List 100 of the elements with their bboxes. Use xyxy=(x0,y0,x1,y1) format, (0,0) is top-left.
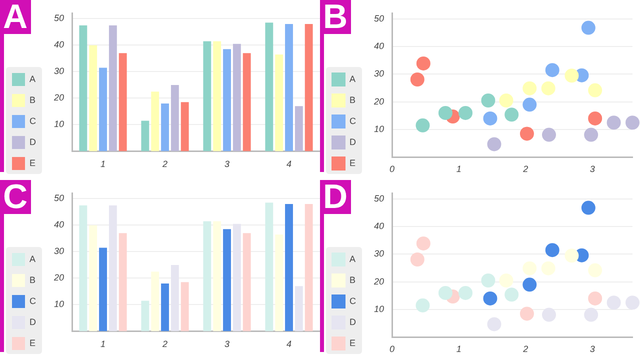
y-tick-label: 50 xyxy=(54,193,64,204)
bar xyxy=(141,300,150,332)
bar xyxy=(304,204,313,332)
bar xyxy=(170,84,179,152)
y-tick-label: 10 xyxy=(374,304,384,314)
point xyxy=(545,63,560,78)
point xyxy=(626,116,640,130)
legend-label: B xyxy=(350,94,356,105)
point xyxy=(588,291,602,306)
point xyxy=(520,126,534,141)
bar xyxy=(89,225,98,332)
bar xyxy=(223,229,231,332)
legend-label: B xyxy=(30,274,36,285)
y-tick-label: 40 xyxy=(374,221,384,232)
bar xyxy=(232,44,241,152)
y-tick-label: 40 xyxy=(374,41,384,52)
legend-label: E xyxy=(30,158,36,168)
legend-label: C xyxy=(30,296,36,306)
x-tick-label: 3 xyxy=(224,159,230,170)
point xyxy=(626,296,640,310)
y-tick-label: 20 xyxy=(372,96,384,106)
chart-title: D xyxy=(320,178,351,216)
legend-label: D xyxy=(30,136,36,147)
point xyxy=(584,308,598,322)
point xyxy=(588,263,602,278)
x-tick-label: 1 xyxy=(456,164,462,174)
legend-label: E xyxy=(350,338,356,348)
point xyxy=(542,308,556,322)
bar xyxy=(118,53,127,152)
point xyxy=(483,291,498,306)
y-tick-label: 50 xyxy=(374,13,384,24)
x-tick-label: 1 xyxy=(456,344,462,354)
point xyxy=(458,106,472,120)
bar xyxy=(151,272,160,332)
point xyxy=(483,111,498,126)
point xyxy=(545,243,560,258)
legend-label: B xyxy=(30,94,36,105)
bar xyxy=(285,204,293,332)
bar xyxy=(285,24,293,152)
point xyxy=(416,298,430,312)
bar xyxy=(161,284,169,332)
point xyxy=(588,111,602,126)
legend-label: C xyxy=(350,296,356,306)
y-tick-label: 40 xyxy=(54,220,64,230)
point xyxy=(588,83,602,98)
legend-label: D xyxy=(30,316,36,327)
point xyxy=(520,306,534,321)
x-tick-label: 1 xyxy=(100,339,106,350)
bar xyxy=(304,24,313,152)
bar xyxy=(79,205,88,332)
point xyxy=(606,116,621,130)
point xyxy=(410,252,424,266)
point xyxy=(522,98,537,112)
bar xyxy=(99,68,107,152)
point xyxy=(416,56,430,70)
x-tick-label: 0 xyxy=(390,164,395,174)
bar xyxy=(213,41,222,152)
legend-label: A xyxy=(350,254,356,264)
legend-label: E xyxy=(350,158,356,168)
point xyxy=(581,200,596,215)
bar xyxy=(265,202,274,332)
y-tick-label: 50 xyxy=(374,193,384,204)
bar xyxy=(223,49,231,152)
point xyxy=(504,288,519,302)
legend-label: A xyxy=(30,254,36,264)
y-tick-label: 30 xyxy=(54,246,64,256)
point xyxy=(564,248,579,263)
point xyxy=(416,236,430,250)
point xyxy=(522,81,537,96)
legend-label: A xyxy=(30,74,36,84)
bar xyxy=(213,221,222,332)
bar xyxy=(180,102,189,152)
point xyxy=(487,317,502,332)
point xyxy=(504,108,519,122)
legend-label: C xyxy=(30,116,36,126)
chart-title: C xyxy=(0,178,31,216)
bar xyxy=(242,233,251,332)
x-tick-label: 2 xyxy=(162,339,168,350)
point xyxy=(481,274,496,288)
x-tick-label: 2 xyxy=(162,159,168,170)
x-tick-label: 4 xyxy=(286,159,292,170)
bar xyxy=(161,104,169,152)
y-tick-label: 20 xyxy=(52,272,64,283)
point xyxy=(541,81,556,96)
x-tick-label: 4 xyxy=(286,339,292,350)
y-tick-label: 10 xyxy=(374,124,384,134)
point xyxy=(542,128,556,142)
point xyxy=(499,274,514,288)
x-tick-label: 1 xyxy=(100,159,106,170)
legend-label: D xyxy=(350,136,356,147)
point xyxy=(487,137,502,152)
point xyxy=(438,286,452,300)
point xyxy=(606,296,621,310)
bar xyxy=(203,41,212,152)
chart-title: A xyxy=(0,0,31,36)
point xyxy=(438,106,452,120)
bar xyxy=(89,45,98,152)
point xyxy=(499,94,514,108)
point xyxy=(522,261,537,276)
legend-label: D xyxy=(350,316,356,327)
